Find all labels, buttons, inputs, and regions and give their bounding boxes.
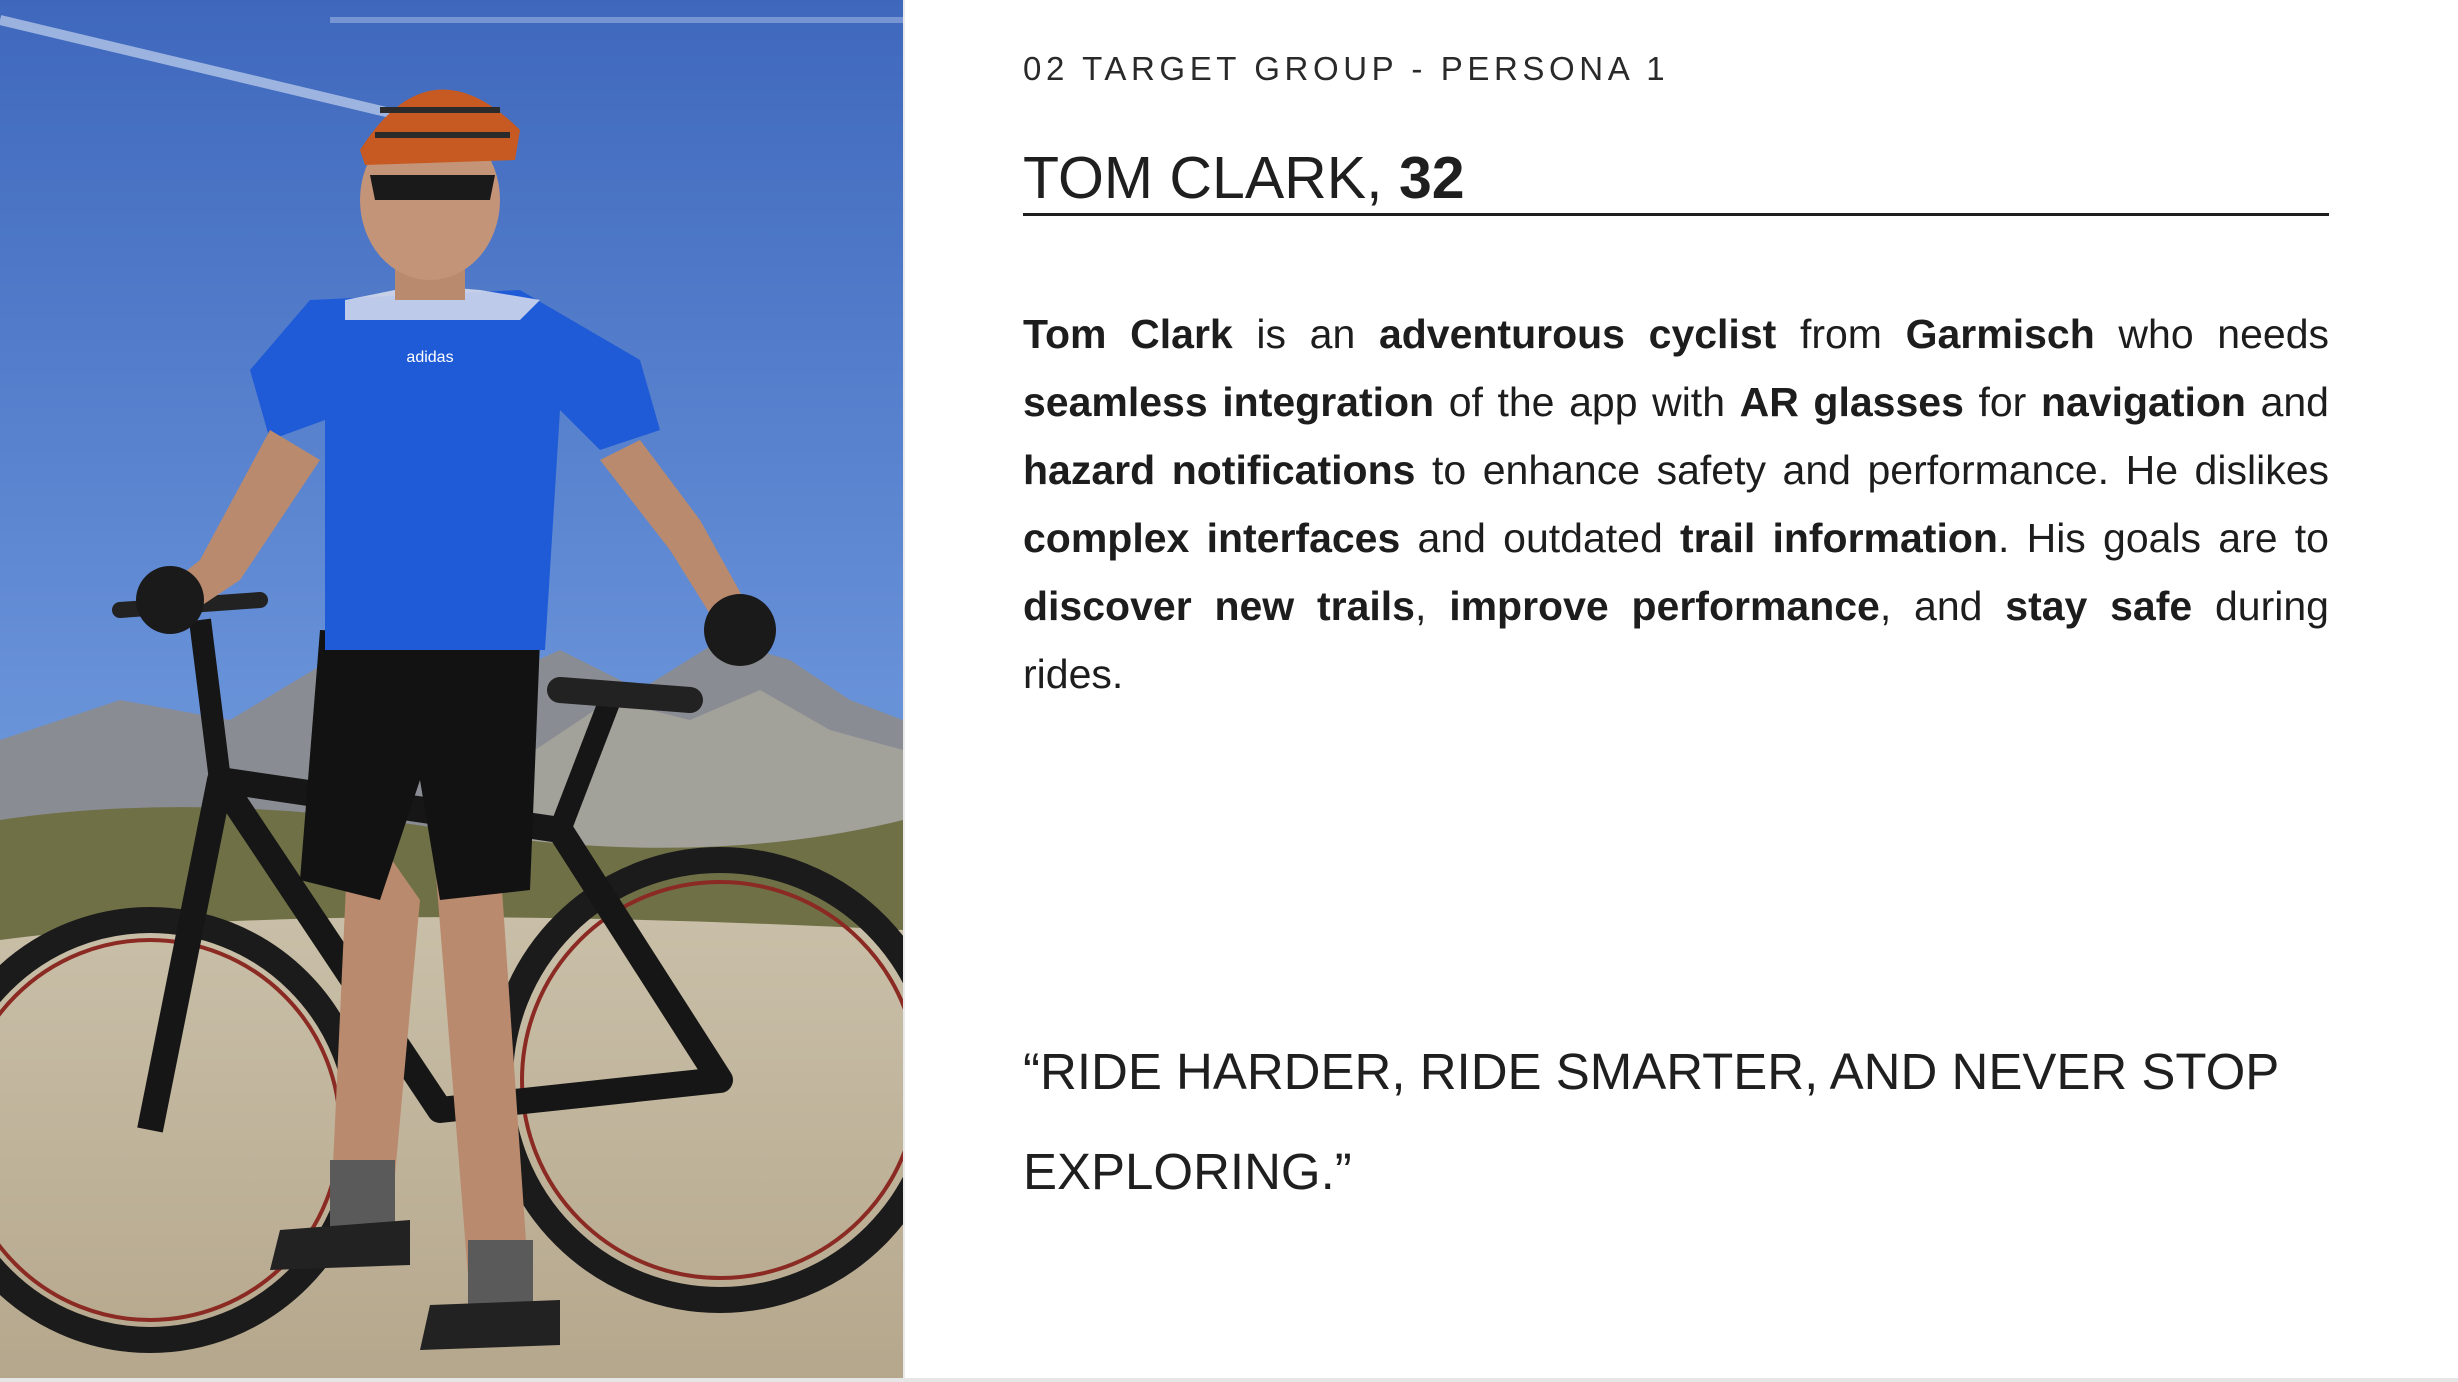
persona-description: Tom Clark is an adventurous cyclist from… [1023, 300, 2329, 708]
description-text: and [2245, 379, 2329, 425]
description-text: during rides. [1023, 583, 2329, 697]
persona-heading: TOM CLARK, 32 [1023, 143, 2329, 216]
jersey [250, 290, 660, 650]
left-leg [330, 800, 420, 1230]
persona-quote: “RIDE HARDER, RIDE SMARTER, AND NEVER ST… [1023, 1043, 2279, 1200]
description-highlight: AR glasses [1739, 379, 1964, 425]
contrail [0, 15, 422, 125]
saddle [547, 677, 703, 713]
left-arm [150, 430, 320, 620]
description-highlight: hazard notifications [1023, 447, 1416, 493]
shorts [300, 630, 540, 900]
description-highlight: adventurous cyclist [1378, 311, 1777, 357]
sunglasses [370, 175, 495, 200]
description-text: from [1776, 311, 1906, 357]
left-glove [136, 566, 204, 634]
right-glove [704, 594, 776, 666]
description-text: , and [1879, 583, 2006, 629]
description-highlight: seamless integration [1023, 379, 1435, 425]
persona-name: TOM CLARK, [1023, 145, 1383, 211]
description-text: . His goals are to [1997, 515, 2329, 561]
description-highlight: navigation [2040, 379, 2246, 425]
description-text: to enhance safety and performance. He di… [1415, 447, 2329, 493]
description-text: of the app with [1434, 379, 1740, 425]
cyclist-illustration: adidas [0, 0, 903, 1382]
left-shoe [270, 1220, 410, 1270]
description-highlight: stay safe [2005, 583, 2193, 629]
photo-divider [903, 0, 905, 1382]
description-highlight: Tom Clark [1023, 311, 1233, 357]
description-text: and outdated [1400, 515, 1681, 561]
right-arm [600, 440, 750, 630]
bottom-border [0, 1378, 2458, 1382]
section-label: 02 TARGET GROUP - PERSONA 1 [1023, 50, 1670, 87]
jersey-logo: adidas [406, 349, 453, 366]
description-highlight: trail information [1680, 515, 1998, 561]
description-highlight: complex interfaces [1023, 515, 1401, 561]
description-text: for [1963, 379, 2041, 425]
description-text: who needs [2094, 311, 2330, 357]
persona-age: 32 [1398, 145, 1465, 211]
description-text: is an [1232, 311, 1379, 357]
persona-photo: adidas [0, 0, 903, 1382]
description-highlight: discover new trails [1023, 583, 1415, 629]
right-shoe [420, 1300, 560, 1350]
description-highlight: Garmisch [1905, 311, 2095, 357]
description-highlight: improve performance [1449, 583, 1880, 629]
description-text: , [1414, 583, 1450, 629]
right-leg [430, 800, 530, 1300]
